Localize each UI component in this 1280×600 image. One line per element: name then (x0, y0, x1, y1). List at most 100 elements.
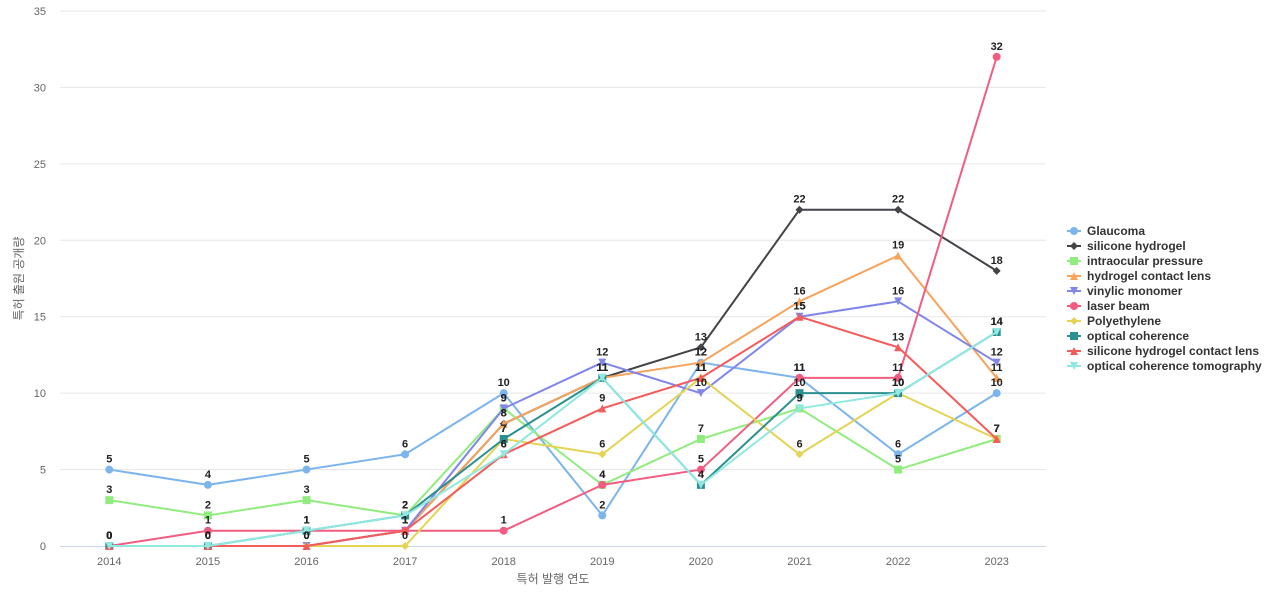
series-line (108, 315, 998, 547)
data-point (105, 542, 114, 550)
data-label: 7 (501, 423, 507, 435)
x-tick-label: 2014 (97, 556, 121, 568)
data-label: 0 (106, 530, 112, 542)
legend-label: silicone hydrogel (1087, 239, 1186, 253)
data-point (894, 205, 903, 214)
data-point (894, 373, 903, 382)
data-point (696, 373, 705, 382)
data-label: 15 (793, 301, 805, 313)
series-line (108, 254, 998, 547)
series-line (108, 55, 998, 547)
legend-item[interactable]: silicone hydrogel contact lens (1067, 344, 1259, 358)
data-label: 11 (695, 362, 707, 374)
y-tick-label: 25 (34, 159, 46, 171)
x-tick-label: 2021 (787, 556, 811, 568)
data-point (992, 266, 1001, 275)
data-label: 11 (596, 362, 608, 374)
data-label: 9 (501, 392, 507, 404)
data-label: 11 (596, 362, 608, 374)
data-point (302, 496, 311, 505)
series-7 (105, 328, 1001, 550)
data-label: 0 (205, 530, 211, 542)
data-point (795, 205, 804, 214)
data-point (499, 526, 508, 535)
series-line (108, 361, 998, 517)
data-label: 12 (695, 347, 707, 359)
data-point (696, 435, 705, 443)
series-line (108, 376, 998, 547)
data-label: 18 (991, 255, 1003, 267)
legend-item[interactable]: intraocular pressure (1067, 254, 1203, 268)
legend-item[interactable]: laser beam (1067, 299, 1150, 313)
legend-item[interactable]: Glaucoma (1067, 224, 1145, 238)
data-point (598, 450, 607, 459)
data-label: 6 (402, 438, 408, 450)
series-0 (105, 358, 1001, 520)
data-label: 0 (106, 530, 112, 542)
data-label: 11 (991, 362, 1003, 374)
data-label: 11 (695, 362, 707, 374)
x-tick-label: 2023 (984, 556, 1008, 568)
data-point (598, 373, 607, 382)
data-point (894, 297, 903, 306)
data-label: 0 (303, 530, 309, 542)
data-label: 15 (793, 301, 805, 313)
data-label: 11 (794, 362, 806, 374)
legend-marker (1070, 257, 1078, 265)
data-point (105, 465, 114, 474)
legend-item[interactable]: optical coherence tomography (1067, 359, 1262, 373)
grid-lines (60, 10, 1046, 471)
legend-item[interactable]: vinylic monomer (1067, 284, 1183, 298)
data-point (992, 358, 1001, 367)
data-label: 12 (695, 347, 707, 359)
data-point (992, 328, 1001, 336)
data-label: 0 (106, 530, 112, 542)
legend-marker (1070, 242, 1078, 250)
data-point (795, 389, 804, 398)
data-label: 32 (991, 41, 1003, 53)
data-label: 12 (596, 347, 608, 359)
data-point (302, 542, 311, 550)
data-label: 0 (205, 530, 211, 542)
data-label: 1 (402, 515, 408, 527)
data-label: 4 (698, 469, 705, 481)
legend-item[interactable]: optical coherence (1067, 329, 1189, 343)
data-point (598, 480, 607, 489)
data-label: 10 (892, 377, 904, 389)
legend-item[interactable]: Polyethylene (1067, 314, 1161, 328)
data-point (302, 526, 311, 535)
data-label: 10 (793, 377, 805, 389)
legend-item[interactable]: hydrogel contact lens (1067, 269, 1211, 283)
data-label: 2 (402, 499, 408, 511)
data-label: 19 (892, 240, 904, 252)
data-label: 10 (695, 377, 707, 389)
legend-marker (1070, 362, 1078, 370)
data-label: 0 (106, 530, 112, 542)
legend-label: vinylic monomer (1087, 284, 1183, 298)
data-point (894, 465, 903, 474)
data-point (203, 480, 212, 489)
data-label: 4 (599, 469, 606, 481)
data-label: 12 (991, 347, 1003, 359)
x-tick-label: 2017 (393, 556, 417, 568)
data-point (499, 404, 508, 413)
data-label: 7 (501, 423, 507, 435)
data-point (894, 343, 903, 352)
data-point (696, 343, 705, 352)
series-group (105, 52, 1001, 550)
data-point (992, 389, 1001, 398)
legend-item[interactable]: silicone hydrogel (1067, 239, 1186, 253)
data-label: 13 (892, 331, 904, 343)
x-tick-label: 2022 (886, 556, 910, 568)
data-label: 7 (698, 423, 704, 435)
data-label: 1 (303, 515, 309, 527)
data-label: 9 (796, 392, 802, 404)
data-label: 7 (994, 423, 1000, 435)
data-label: 16 (892, 285, 904, 297)
data-label: 4 (205, 469, 212, 481)
data-label: 0 (303, 530, 309, 542)
data-label: 7 (994, 423, 1000, 435)
data-point (795, 297, 804, 306)
x-tick-label: 2016 (294, 556, 318, 568)
data-point (696, 480, 705, 489)
